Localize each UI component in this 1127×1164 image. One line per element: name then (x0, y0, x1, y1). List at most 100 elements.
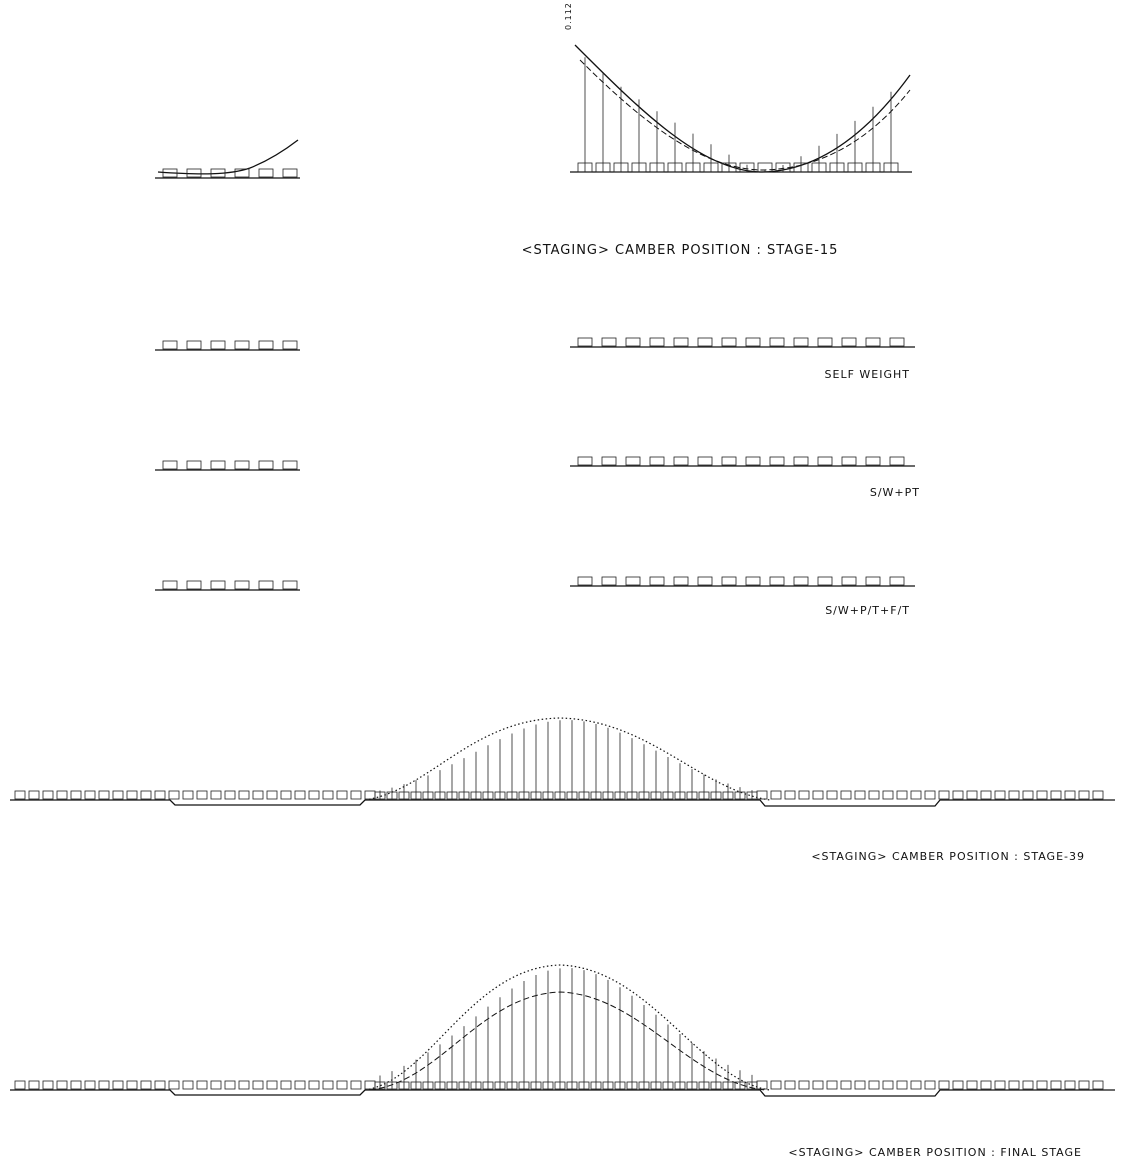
node-box (235, 461, 249, 469)
node-box (626, 577, 640, 585)
node-box (187, 461, 201, 469)
node-box (746, 577, 760, 585)
node-box (1023, 1081, 1033, 1089)
node-box (602, 338, 616, 346)
node-box (225, 791, 235, 799)
node-box (890, 457, 904, 465)
node-box (309, 791, 319, 799)
node-box (43, 1081, 53, 1089)
node-box (1051, 791, 1061, 799)
node-box (235, 341, 249, 349)
node-box (674, 577, 688, 585)
node-box (770, 577, 784, 585)
node-box (785, 791, 795, 799)
node-box (771, 1081, 781, 1089)
node-box (967, 1081, 977, 1089)
node-box (281, 791, 291, 799)
node-box (650, 457, 664, 465)
drawing: 0.112 <STAGING> CAMBER POSITION : STAGE-… (0, 0, 1127, 1164)
node-box (578, 338, 592, 346)
node-box (351, 1081, 361, 1089)
caption: <STAGING> CAMBER POSITION : FINAL STAGE (788, 1146, 1082, 1159)
node-box (1065, 1081, 1075, 1089)
node-box (578, 577, 592, 585)
node-box (309, 1081, 319, 1089)
node-box (925, 791, 935, 799)
node-box (855, 791, 865, 799)
node-box (187, 169, 201, 177)
caption: S/W+PT (870, 486, 920, 499)
node-box (211, 461, 225, 469)
node-box (71, 791, 81, 799)
node-box (981, 1081, 991, 1089)
node-box (127, 1081, 137, 1089)
node-box (897, 1081, 907, 1089)
node-box (746, 338, 760, 346)
node-box (883, 791, 893, 799)
node-box (770, 457, 784, 465)
camber-curve (365, 965, 770, 1090)
node-box (1079, 791, 1089, 799)
node-box (827, 1081, 837, 1089)
node-box (283, 341, 297, 349)
node-box (794, 338, 808, 346)
node-box (841, 791, 851, 799)
node-box (841, 1081, 851, 1089)
node-box (722, 577, 736, 585)
node-box (883, 1081, 893, 1089)
node-box (283, 461, 297, 469)
node-box (253, 1081, 263, 1089)
node-box (323, 791, 333, 799)
node-box (818, 338, 832, 346)
node-box (890, 338, 904, 346)
node-box (141, 1081, 151, 1089)
node-box (211, 341, 225, 349)
girder (10, 800, 1115, 806)
node-box (1009, 1081, 1019, 1089)
node-box (211, 1081, 221, 1089)
node-box (626, 338, 640, 346)
node-box (57, 791, 67, 799)
node-box (211, 791, 221, 799)
node-box (842, 338, 856, 346)
camber-curve (575, 45, 910, 172)
node-box (967, 791, 977, 799)
node-box (197, 1081, 207, 1089)
node-box (163, 581, 177, 589)
node-box (698, 577, 712, 585)
node-box (187, 581, 201, 589)
node-box (239, 1081, 249, 1089)
node-box (890, 577, 904, 585)
node-box (818, 577, 832, 585)
node-box (253, 791, 263, 799)
node-box (746, 457, 760, 465)
node-box (770, 338, 784, 346)
node-box (827, 791, 837, 799)
node-box (267, 791, 277, 799)
node-box (155, 791, 165, 799)
node-box (211, 581, 225, 589)
value-label: 0.112 (564, 2, 573, 30)
node-box (283, 169, 297, 177)
camber-curve (158, 140, 298, 174)
node-box (813, 791, 823, 799)
node-box (71, 1081, 81, 1089)
node-box (626, 457, 640, 465)
node-box (225, 1081, 235, 1089)
node-box (813, 1081, 823, 1089)
node-box (842, 577, 856, 585)
node-box (869, 1081, 879, 1089)
node-box (698, 338, 712, 346)
girder (10, 1090, 1115, 1096)
node-box (85, 791, 95, 799)
caption: S/W+P/T+F/T (825, 604, 910, 617)
node-box (15, 1081, 25, 1089)
node-box (799, 1081, 809, 1089)
node-box (113, 1081, 123, 1089)
node-box (698, 457, 712, 465)
node-box (99, 791, 109, 799)
node-box (842, 457, 856, 465)
node-box (163, 341, 177, 349)
node-box (897, 791, 907, 799)
node-box (866, 338, 880, 346)
